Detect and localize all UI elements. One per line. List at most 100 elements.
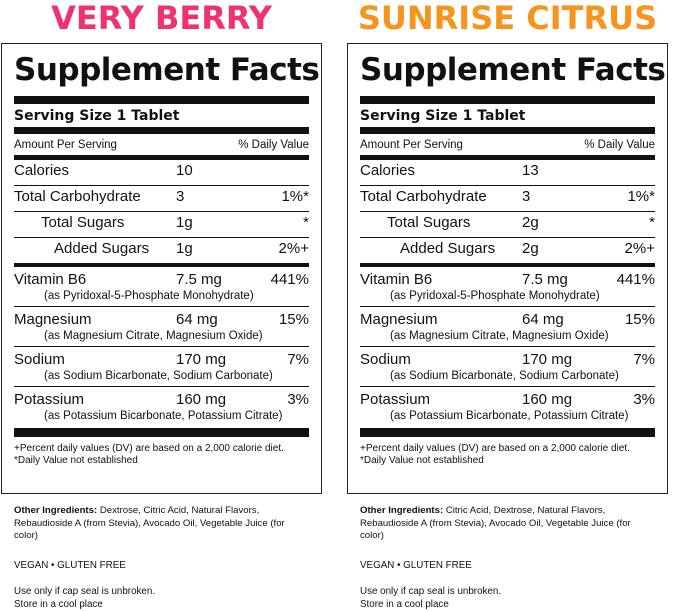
potassium-row: Potassium 160 mg 3% (as Potassium Bicarb… xyxy=(360,387,655,426)
nutrient-name: Vitamin B6 xyxy=(360,270,432,289)
serving-size: Serving Size 1 Tablet xyxy=(360,104,655,127)
store-note: Store in a cool place xyxy=(14,599,309,611)
panel-title: Supplement Facts xyxy=(360,53,655,87)
nutrient-name: Total Sugars xyxy=(387,212,470,234)
nutrient-dv: 1%* xyxy=(627,186,655,208)
nutrient-amount: 1g xyxy=(176,238,193,260)
nutrient-source: (as Potassium Bicarbonate, Potassium Cit… xyxy=(360,409,655,423)
nutrient-name: Magnesium xyxy=(360,310,438,329)
nutrient-name: Calories xyxy=(360,160,415,182)
nutrient-name: Total Carbohydrate xyxy=(14,186,141,208)
added-sugars-row: Added Sugars 2g 2%+ xyxy=(360,238,655,267)
nutrient-amount: 64 mg xyxy=(176,310,218,329)
supplement-facts-panel: Supplement Facts Serving Size 1 Tablet A… xyxy=(1,43,322,494)
vitamin-b6-row: Vitamin B6 7.5 mg 441% (as Pyridoxal-5-P… xyxy=(360,267,655,307)
magnesium-row: Magnesium 64 mg 15% (as Magnesium Citrat… xyxy=(360,307,655,347)
nutrient-amount: 170 mg xyxy=(522,350,572,369)
column-header: Amount Per Serving % Daily Value xyxy=(360,134,655,160)
nutrient-dv: 441% xyxy=(271,270,309,289)
calories-row: Calories 13 xyxy=(360,160,655,186)
cap-seal-note: Use only if cap seal is unbroken. xyxy=(360,586,655,599)
carbohydrate-row: Total Carbohydrate 3 1%* xyxy=(14,186,309,212)
nutrient-source: (as Pyridoxal-5-Phosphate Monohydrate) xyxy=(14,289,309,303)
cap-seal-note: Use only if cap seal is unbroken. xyxy=(14,586,309,599)
nutrient-name: Added Sugars xyxy=(54,238,149,260)
nutrient-name: Potassium xyxy=(360,390,430,409)
nutrient-name: Magnesium xyxy=(14,310,92,329)
thick-rule xyxy=(14,428,309,437)
nutrient-amount: 3 xyxy=(522,186,530,208)
nutrient-dv: 15% xyxy=(279,310,309,329)
nutrient-amount: 7.5 mg xyxy=(176,270,222,289)
sodium-row: Sodium 170 mg 7% (as Sodium Bicarbonate,… xyxy=(360,347,655,387)
panel-title: Supplement Facts xyxy=(14,53,309,87)
ingredients-label: Other Ingredients: xyxy=(360,505,443,516)
nutrient-source: (as Sodium Bicarbonate, Sodium Carbonate… xyxy=(14,369,309,383)
sunrise-citrus-column: SUNRISE CITRUS Supplement Facts Serving … xyxy=(347,0,668,611)
nutrient-source: (as Sodium Bicarbonate, Sodium Carbonate… xyxy=(360,369,655,383)
footnotes: +Percent daily values (DV) are based on … xyxy=(360,443,655,467)
vegan-note: VEGAN • GLUTEN FREE xyxy=(14,560,309,573)
nutrient-dv: 441% xyxy=(617,270,655,289)
potassium-row: Potassium 160 mg 3% (as Potassium Bicarb… xyxy=(14,387,309,426)
nutrient-dv: 1%* xyxy=(281,186,309,208)
thick-rule xyxy=(360,127,655,134)
nutrient-name: Potassium xyxy=(14,390,84,409)
nutrient-dv: 2%+ xyxy=(279,238,309,260)
sodium-row: Sodium 170 mg 7% (as Sodium Bicarbonate,… xyxy=(14,347,309,387)
nutrient-dv: 7% xyxy=(287,350,309,369)
carbohydrate-row: Total Carbohydrate 3 1%* xyxy=(360,186,655,212)
footnote-not-established: *Daily Value not established xyxy=(360,455,655,467)
nutrient-dv: 7% xyxy=(633,350,655,369)
flavor-title: VERY BERRY xyxy=(1,0,322,40)
calories-row: Calories 10 xyxy=(14,160,309,186)
daily-value-label: % Daily Value xyxy=(238,138,309,152)
nutrient-dv: * xyxy=(649,212,655,234)
column-header: Amount Per Serving % Daily Value xyxy=(14,134,309,160)
other-ingredients: Other Ingredients: Citric Acid, Dextrose… xyxy=(360,505,655,543)
nutrient-name: Total Sugars xyxy=(41,212,124,234)
other-ingredients: Other Ingredients: Dextrose, Citric Acid… xyxy=(14,505,309,543)
nutrient-name: Added Sugars xyxy=(400,238,495,260)
footnote-not-established: *Daily Value not established xyxy=(14,455,309,467)
nutrient-amount: 64 mg xyxy=(522,310,564,329)
very-berry-column: VERY BERRY Supplement Facts Serving Size… xyxy=(1,0,322,611)
ingredients-label: Other Ingredients: xyxy=(14,505,97,516)
nutrient-amount: 3 xyxy=(176,186,184,208)
footnotes: +Percent daily values (DV) are based on … xyxy=(14,443,309,467)
nutrient-amount: 7.5 mg xyxy=(522,270,568,289)
amount-per-serving-label: Amount Per Serving xyxy=(360,138,463,152)
nutrient-name: Vitamin B6 xyxy=(14,270,86,289)
nutrient-source: (as Potassium Bicarbonate, Potassium Cit… xyxy=(14,409,309,423)
nutrient-name: Calories xyxy=(14,160,69,182)
nutrient-dv: 15% xyxy=(625,310,655,329)
nutrient-amount: 13 xyxy=(522,160,539,182)
thick-rule xyxy=(14,127,309,134)
nutrient-amount: 1g xyxy=(176,212,193,234)
daily-value-label: % Daily Value xyxy=(584,138,655,152)
supplement-facts-panel: Supplement Facts Serving Size 1 Tablet A… xyxy=(347,43,668,494)
added-sugars-row: Added Sugars 1g 2%+ xyxy=(14,238,309,267)
nutrient-amount: 170 mg xyxy=(176,350,226,369)
magnesium-row: Magnesium 64 mg 15% (as Magnesium Citrat… xyxy=(14,307,309,347)
nutrient-dv: * xyxy=(303,212,309,234)
nutrient-name: Sodium xyxy=(14,350,65,369)
nutrient-source: (as Magnesium Citrate, Magnesium Oxide) xyxy=(14,329,309,343)
total-sugars-row: Total Sugars 2g * xyxy=(360,212,655,238)
store-note: Store in a cool place xyxy=(360,599,655,611)
storage-note: Use only if cap seal is unbroken. Store … xyxy=(14,586,309,611)
vitamin-b6-row: Vitamin B6 7.5 mg 441% (as Pyridoxal-5-P… xyxy=(14,267,309,307)
nutrient-amount: 160 mg xyxy=(176,390,226,409)
nutrient-source: (as Magnesium Citrate, Magnesium Oxide) xyxy=(360,329,655,343)
nutrient-name: Total Carbohydrate xyxy=(360,186,487,208)
footnote-dv: +Percent daily values (DV) are based on … xyxy=(360,443,655,455)
thick-rule xyxy=(360,428,655,437)
vegan-note: VEGAN • GLUTEN FREE xyxy=(360,560,655,573)
amount-per-serving-label: Amount Per Serving xyxy=(14,138,117,152)
flavor-title: SUNRISE CITRUS xyxy=(347,0,668,40)
nutrient-amount: 2g xyxy=(522,212,539,234)
nutrient-amount: 10 xyxy=(176,160,193,182)
nutrient-name: Sodium xyxy=(360,350,411,369)
thick-rule xyxy=(14,96,309,104)
serving-size: Serving Size 1 Tablet xyxy=(14,104,309,127)
